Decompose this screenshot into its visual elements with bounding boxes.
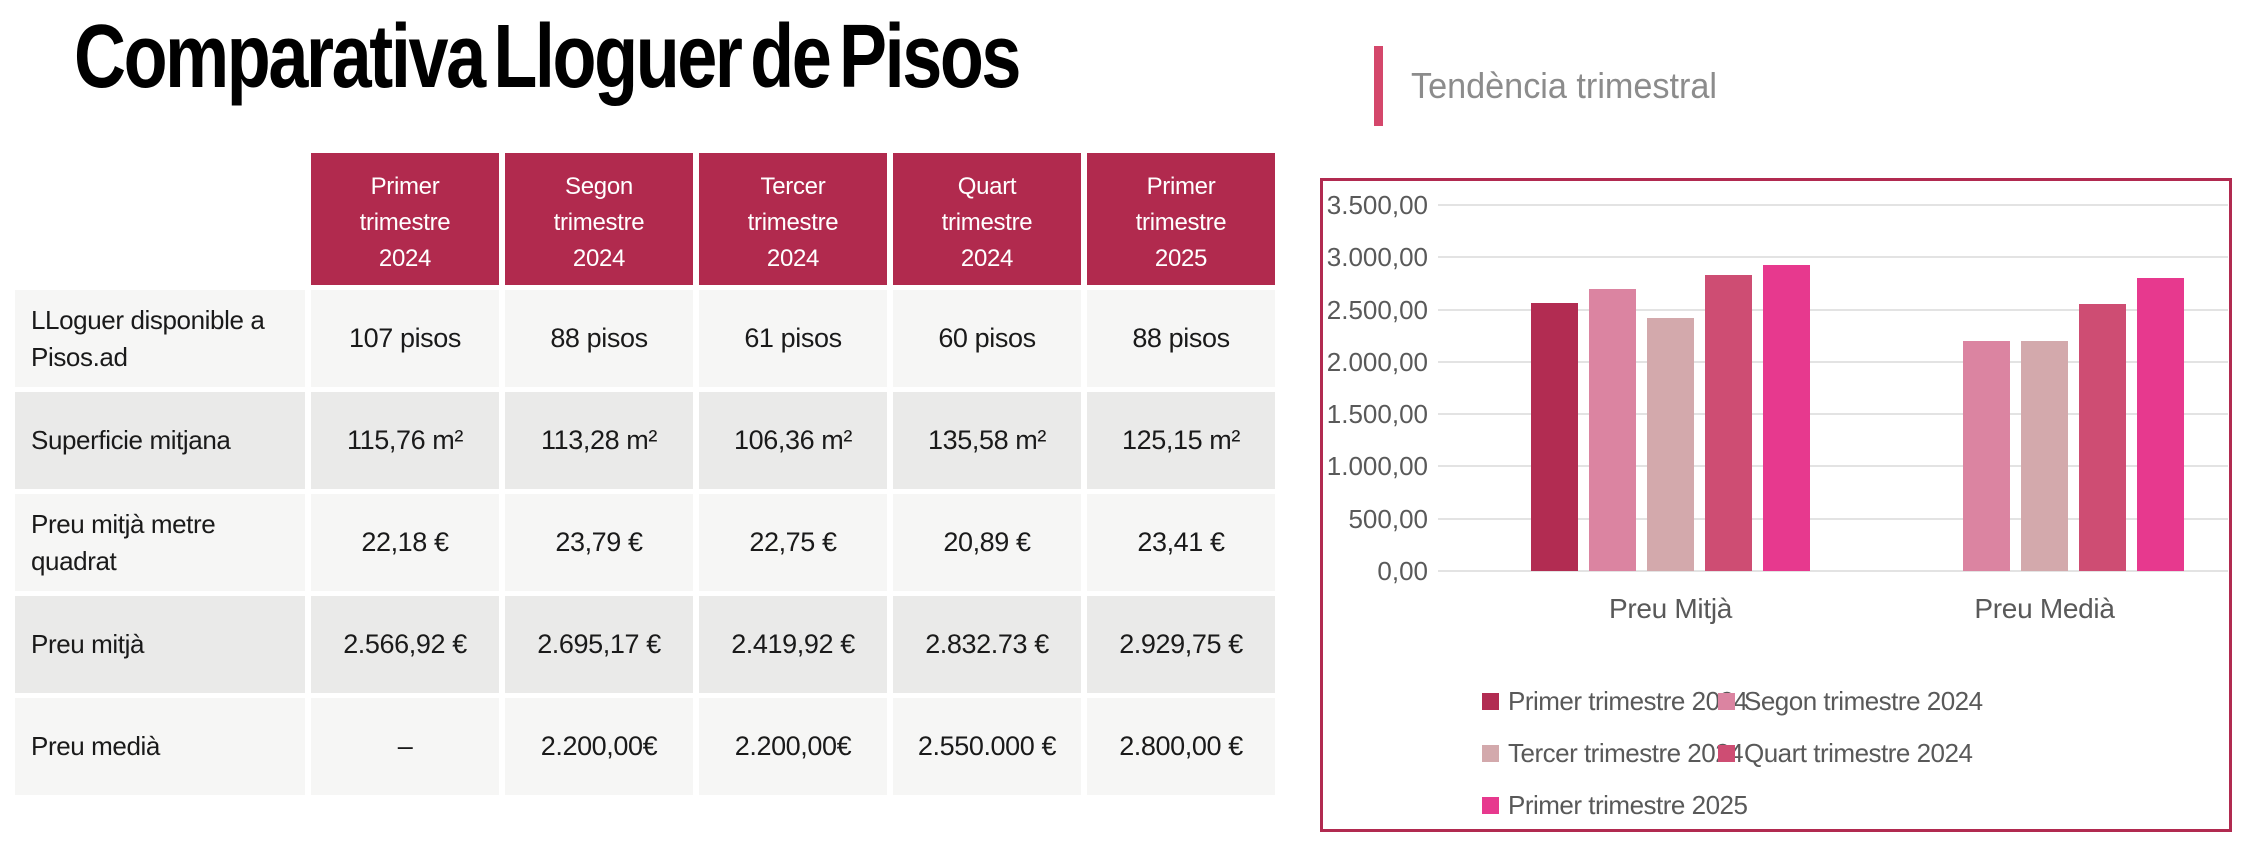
y-axis-tick-label: 3.000,00 [1326, 242, 1428, 273]
bar-quart-trimestre-2024-preu-mitjà [1705, 274, 1752, 571]
y-axis-tick-label: 2.500,00 [1326, 294, 1428, 325]
legend-item: Primer trimestre 2024 [1482, 686, 1748, 717]
y-axis-tick-label: 2.000,00 [1326, 346, 1428, 377]
bar-tercer-trimestre-2024-preu-mitjà [1647, 317, 1694, 571]
table-cell: 22,18 € [311, 494, 499, 591]
y-axis-tick-label: 3.500,00 [1326, 190, 1428, 220]
table-header-label: Segon trimestre 2024 [553, 173, 645, 272]
legend-item: Segon trimestre 2024 [1718, 686, 1983, 717]
table-cell: 60 pisos [893, 290, 1081, 387]
table-cell: 88 pisos [1087, 290, 1275, 387]
accent-bar-icon [1374, 46, 1383, 126]
table-cell: 22,75 € [699, 494, 887, 591]
table-cell: 23,79 € [505, 494, 693, 591]
table-cell: 2.929,75 € [1087, 596, 1275, 693]
table-corner [15, 153, 305, 285]
legend-label: Primer trimestre 2024 [1508, 686, 1748, 716]
legend-swatch-icon [1482, 745, 1499, 762]
chart-gridline [1438, 570, 2228, 572]
table-header-label: Quart trimestre 2024 [941, 173, 1033, 272]
table-header-cell: Tercer trimestre 2024 [699, 153, 887, 285]
bar-quart-trimestre-2024-preu-medià [2079, 304, 2126, 571]
x-axis-category-label: Preu Mitjà [1608, 593, 1733, 624]
table-row-label: Preu medià [15, 698, 305, 795]
table-cell: 2.800,00 € [1087, 698, 1275, 795]
legend-swatch-icon [1482, 693, 1499, 710]
legend-label: Tercer trimestre 2024 [1508, 738, 1744, 768]
table-cell: 113,28 m² [505, 392, 693, 489]
bar-segon-trimestre-2024-preu-medià [1963, 340, 2010, 571]
legend-swatch-icon [1718, 745, 1735, 762]
table-header-cell: Segon trimestre 2024 [505, 153, 693, 285]
table-cell: 107 pisos [311, 290, 499, 387]
table-row-label: LLoguer disponible a Pisos.ad [15, 290, 305, 387]
table-row-label: Preu mitjà [15, 596, 305, 693]
y-axis-tick-label: 1.500,00 [1326, 399, 1428, 430]
y-axis-tick-label: 1.000,00 [1326, 451, 1428, 482]
trend-chart: 0,00 500,00 1.000,00 1.500,00 2.000,00 2.500,… [1320, 178, 2232, 832]
legend-label: Quart trimestre 2024 [1744, 738, 1973, 768]
table-row-label: Superficie mitjana [15, 392, 305, 489]
section-heading: Tendència trimestral [1374, 46, 1733, 126]
table-header-cell: Primer trimestre 2024 [311, 153, 499, 285]
table-row-label: Preu mitjà metre quadrat [15, 494, 305, 591]
chart-gridline [1438, 413, 2228, 416]
table-cell: – [311, 698, 499, 795]
bar-primer-trimestre-2024-preu-mitjà [1531, 302, 1578, 571]
table-cell: 88 pisos [505, 290, 693, 387]
table-cell: 2.566,92 € [311, 596, 499, 693]
chart-gridline [1438, 360, 2228, 363]
table-cell: 2.200,00€ [505, 698, 693, 795]
y-axis-tick-label: 0,00 [1377, 556, 1428, 586]
bar-segon-trimestre-2024-preu-mitjà [1589, 289, 1636, 571]
legend-item: Primer trimestre 2025 [1482, 790, 1748, 821]
table-header-cell: Primer trimestre 2025 [1087, 153, 1275, 285]
table-cell: 61 pisos [699, 290, 887, 387]
legend-swatch-icon [1718, 693, 1735, 710]
table-header-label: Primer trimestre 2025 [1135, 173, 1227, 272]
legend-swatch-icon [1482, 797, 1499, 814]
table-header-cell: Quart trimestre 2024 [893, 153, 1081, 285]
table-cell: 2.832.73 € [893, 596, 1081, 693]
page-title: Comparativa Lloguer de Pisos [74, 7, 1021, 107]
section-heading-label: Tendència trimestral [1411, 65, 1718, 106]
chart-gridline [1438, 256, 2228, 259]
bar-tercer-trimestre-2024-preu-medià [2021, 340, 2068, 571]
legend-label: Segon trimestre 2024 [1744, 686, 1983, 716]
chart-gridline [1438, 308, 2228, 311]
table-cell: 2.550.000 € [893, 698, 1081, 795]
table-cell: 20,89 € [893, 494, 1081, 591]
table-header-label: Primer trimestre 2024 [359, 173, 451, 272]
table-cell: 115,76 m² [311, 392, 499, 489]
chart-gridline [1438, 204, 2228, 206]
legend-item: Tercer trimestre 2024 [1482, 738, 1744, 769]
table-cell: 125,15 m² [1087, 392, 1275, 489]
comparison-table: Primer trimestre 2024 Segon trimestre 202… [15, 153, 1275, 795]
bar-primer-trimestre-2025-preu-medià [2137, 278, 2184, 571]
table-cell: 2.200,00€ [699, 698, 887, 795]
legend-item: Quart trimestre 2024 [1718, 738, 1973, 769]
table-cell: 135,58 m² [893, 392, 1081, 489]
chart-gridline [1438, 517, 2228, 520]
y-axis-tick-label: 500,00 [1348, 503, 1428, 534]
table-cell: 106,36 m² [699, 392, 887, 489]
table-cell: 23,41 € [1087, 494, 1275, 591]
table-cell: 2.419,92 € [699, 596, 887, 693]
table-cell: 2.695,17 € [505, 596, 693, 693]
legend-label: Primer trimestre 2025 [1508, 790, 1748, 820]
x-axis-category-label: Preu Medià [1974, 593, 2115, 624]
chart-gridline [1438, 465, 2228, 468]
bar-primer-trimestre-2025-preu-mitjà [1763, 264, 1810, 571]
table-header-label: Tercer trimestre 2024 [747, 173, 839, 272]
